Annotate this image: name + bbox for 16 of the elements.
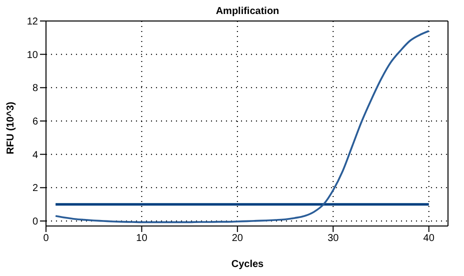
y-tick-label: 10 [26, 50, 38, 61]
y-axis-title: RFU (10^3) [6, 102, 16, 154]
x-tick-label: 40 [423, 233, 435, 244]
y-tick-label: 12 [26, 16, 38, 28]
y-tick-label: 4 [32, 150, 38, 161]
y-tick-label: 6 [32, 116, 38, 128]
x-tick-label: 10 [136, 233, 148, 244]
x-tick-label: 30 [328, 233, 340, 244]
line-series [54, 30, 430, 224]
x-tick-label: 0 [43, 233, 50, 244]
y-tick-label: 0 [32, 216, 38, 228]
x-axis-title: Cycles [230, 259, 265, 270]
x-tick-label: 20 [232, 233, 244, 244]
chart-title: Amplification [214, 6, 280, 17]
y-tick-label: 2 [32, 183, 38, 194]
y-tick-label: 8 [32, 83, 38, 94]
